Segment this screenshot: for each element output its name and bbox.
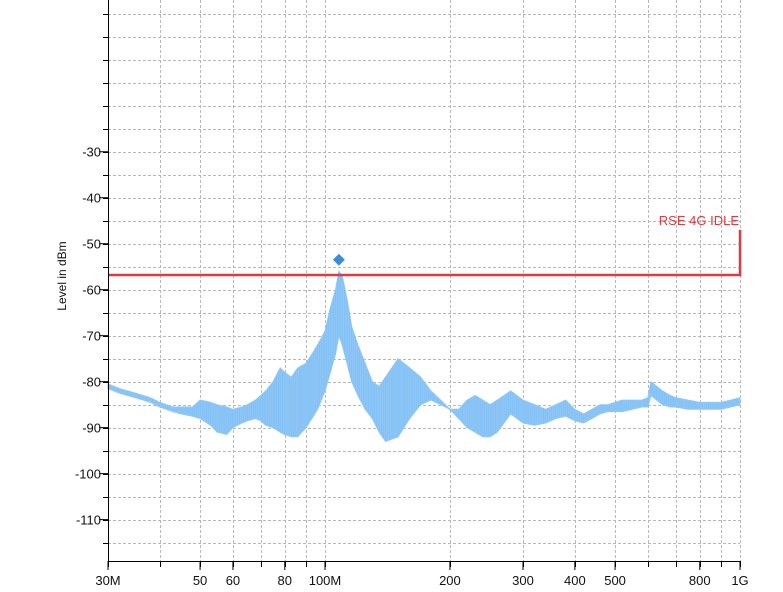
- limit-line-group: RSE 4G IDLE: [108, 213, 742, 277]
- trace-texture: [107, 272, 739, 441]
- x-tick-label: 80: [278, 573, 292, 588]
- limit-line-label: RSE 4G IDLE: [659, 213, 740, 228]
- x-tick-label: 50: [193, 573, 207, 588]
- y-tick-label: -110: [76, 513, 101, 528]
- x-tick-label: 30M: [95, 573, 120, 588]
- y-tick-label: -30: [82, 145, 101, 160]
- peak-marker: [332, 253, 345, 266]
- y-tick-label: -100: [75, 467, 101, 482]
- x-tick-label: 100M: [309, 573, 342, 588]
- x-tick-label: 200: [439, 573, 461, 588]
- x-tick-label: 60: [226, 573, 240, 588]
- y-tick-label: -40: [82, 191, 101, 206]
- x-tick-label: 400: [564, 573, 586, 588]
- plot-area: [108, 0, 740, 561]
- y-axis-title: Level in dBm: [55, 241, 69, 310]
- y-tick-label: -90: [82, 421, 101, 436]
- x-axis-ticks: 30M 50 60 80 100M 200 300 400 500 800 1G: [95, 561, 749, 588]
- x-tick-label: 500: [604, 573, 626, 588]
- x-tick-label: 800: [689, 573, 711, 588]
- y-axis-ticks: -30 -40 -50 -60 -70 -80 -90 -100 -110: [75, 145, 108, 528]
- axes: [108, 0, 741, 562]
- limit-line: [108, 229, 742, 277]
- y-tick-label: -80: [82, 375, 101, 390]
- y-tick-label: -50: [82, 237, 101, 252]
- y-tick-label: -60: [82, 283, 101, 298]
- x-tick-label: 300: [512, 573, 534, 588]
- x-tick-label: 1G: [731, 573, 748, 588]
- y-tick-label: -70: [82, 329, 101, 344]
